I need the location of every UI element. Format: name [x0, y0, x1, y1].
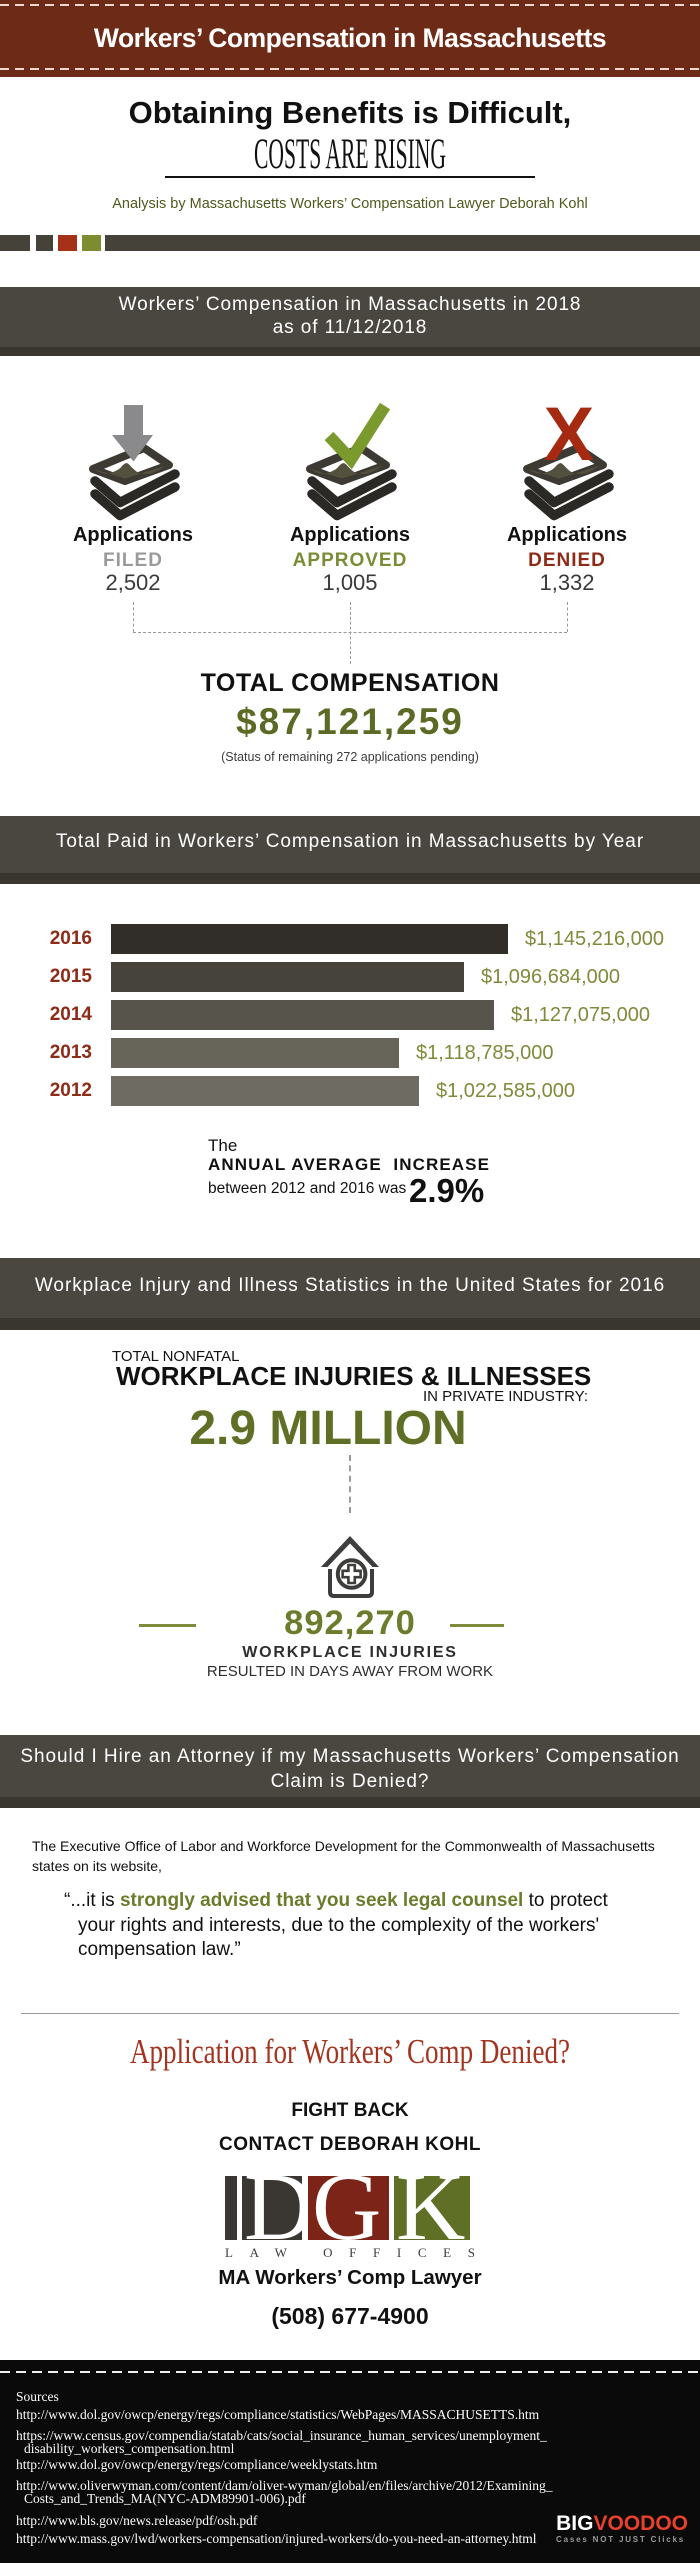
svg-text:COSTS ARE RISING: COSTS ARE RISING	[254, 134, 446, 176]
svg-text:G: G	[312, 2168, 381, 2260]
svg-text:X: X	[544, 395, 595, 477]
svg-text:K: K	[396, 2168, 465, 2260]
svg-text:Application for Workers’ Comp: Application for Workers’ Comp Denied?	[130, 2033, 570, 2071]
svg-text:LAW OFFICES: LAW OFFICES	[225, 2245, 475, 2260]
svg-text:D: D	[244, 2168, 313, 2260]
